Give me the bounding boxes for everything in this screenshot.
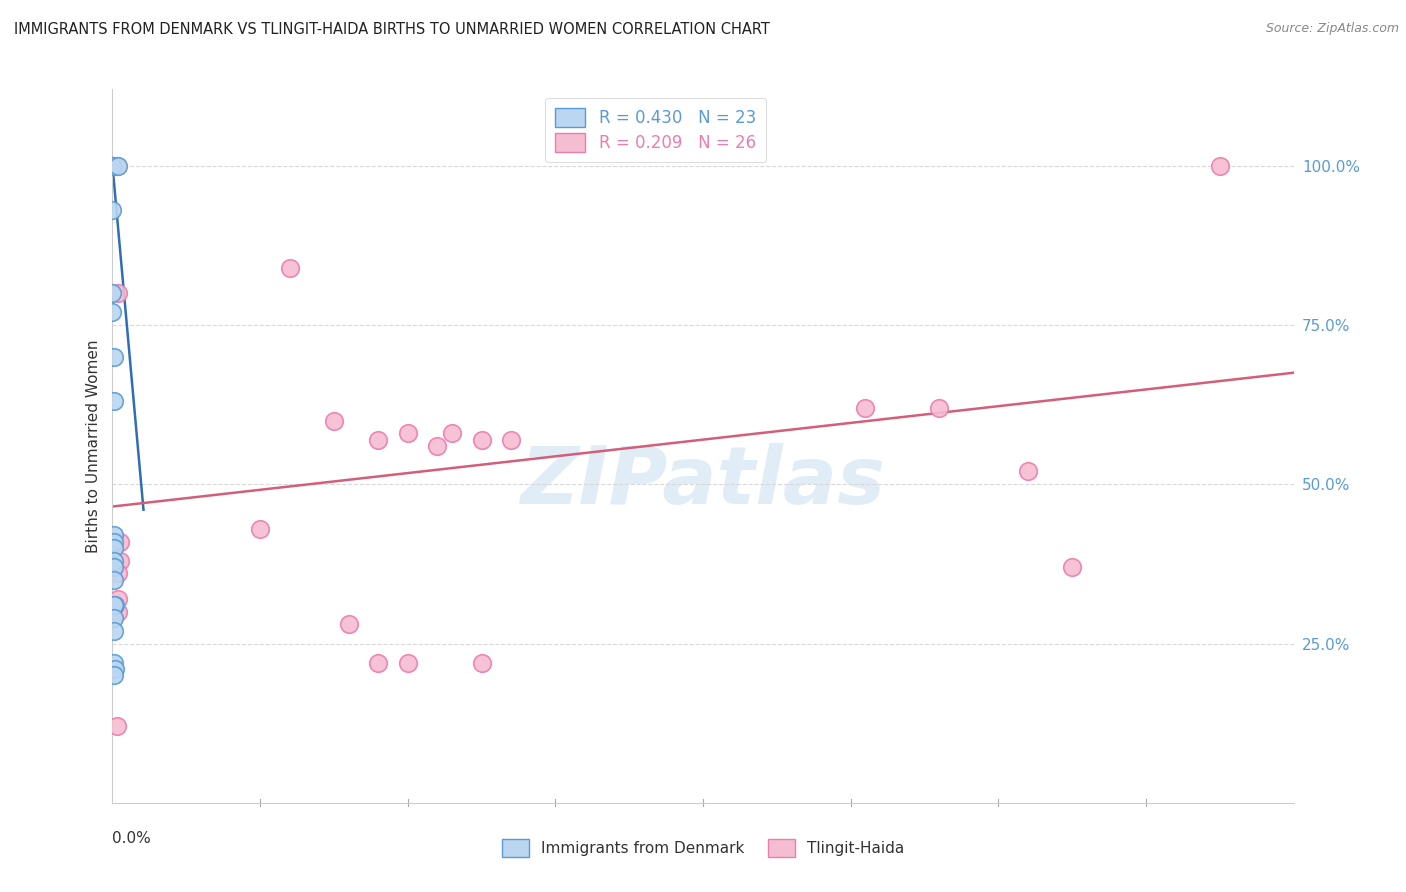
Point — [249, 522, 271, 536]
Point — [367, 433, 389, 447]
Point — [1208, 159, 1232, 173]
Point — [107, 286, 129, 301]
Y-axis label: Births to Unmarried Women: Births to Unmarried Women — [86, 339, 101, 553]
Point — [1017, 465, 1039, 479]
Point — [103, 573, 125, 587]
Point — [103, 528, 125, 542]
Point — [367, 656, 389, 670]
Point — [108, 534, 131, 549]
Point — [107, 566, 129, 581]
Point — [103, 611, 125, 625]
Point — [101, 203, 124, 218]
Point — [470, 656, 494, 670]
Point — [470, 433, 494, 447]
Point — [1062, 560, 1084, 574]
Text: 0.0%: 0.0% — [112, 831, 152, 847]
Point — [103, 534, 125, 549]
Point — [103, 599, 125, 613]
Point — [337, 617, 360, 632]
Point — [105, 719, 128, 733]
Point — [928, 401, 950, 415]
Point — [104, 599, 127, 613]
Point — [103, 541, 125, 555]
Legend: Immigrants from Denmark, Tlingit-Haida: Immigrants from Denmark, Tlingit-Haida — [495, 833, 911, 863]
Point — [101, 305, 124, 319]
Point — [101, 159, 124, 173]
Point — [105, 159, 128, 173]
Point — [103, 624, 125, 638]
Point — [855, 401, 877, 415]
Point — [103, 350, 125, 364]
Point — [103, 554, 125, 568]
Point — [103, 560, 125, 574]
Point — [103, 656, 125, 670]
Point — [441, 426, 464, 441]
Point — [101, 159, 124, 173]
Text: IMMIGRANTS FROM DENMARK VS TLINGIT-HAIDA BIRTHS TO UNMARRIED WOMEN CORRELATION C: IMMIGRANTS FROM DENMARK VS TLINGIT-HAIDA… — [14, 22, 770, 37]
Point — [107, 591, 129, 606]
Point — [103, 668, 125, 682]
Text: Source: ZipAtlas.com: Source: ZipAtlas.com — [1265, 22, 1399, 36]
Point — [101, 159, 124, 173]
Point — [101, 159, 124, 173]
Point — [107, 159, 129, 173]
Point — [501, 433, 523, 447]
Point — [396, 656, 419, 670]
Point — [107, 605, 129, 619]
Point — [323, 413, 346, 427]
Point — [101, 286, 124, 301]
Point — [104, 662, 127, 676]
Point — [426, 439, 449, 453]
Point — [278, 260, 301, 275]
Point — [103, 394, 125, 409]
Point — [108, 554, 131, 568]
Text: ZIPatlas: ZIPatlas — [520, 442, 886, 521]
Point — [396, 426, 419, 441]
